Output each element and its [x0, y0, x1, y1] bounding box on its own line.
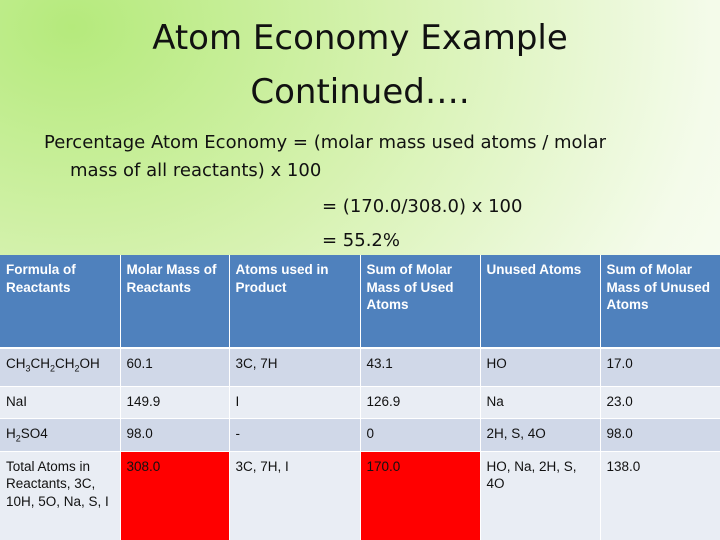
formula-part: OH — [79, 356, 100, 371]
table-cell: 138.0 — [600, 451, 720, 540]
table-cell: NaI — [0, 386, 121, 419]
table-row: CH3CH2CH2OH 60.1 3C, 7H 43.1 HO 17.0 — [0, 348, 720, 387]
table-cell: 149.9 — [120, 386, 230, 419]
column-header: Atoms used in Product — [229, 255, 361, 349]
data-table: Formula of Reactants Molar Mass of Reacta… — [0, 255, 720, 540]
subscript: 2 — [74, 363, 80, 374]
table-cell: 43.1 — [360, 348, 481, 387]
title-line: Continued…. — [250, 72, 470, 112]
body-line: mass of all reactants) x 100 — [70, 160, 322, 181]
table-cell: H2SO4 — [0, 418, 121, 452]
table-cell: 23.0 — [600, 386, 720, 419]
subscript: 2 — [50, 363, 56, 374]
formula-part: CH — [30, 356, 51, 371]
table-cell: I — [229, 386, 361, 419]
column-header: Unused Atoms — [480, 255, 601, 349]
table-cell: 2H, S, 4O — [480, 418, 601, 452]
title-line: Atom Economy Example — [152, 18, 568, 58]
subscript: 2 — [15, 433, 21, 444]
table-cell: HO — [480, 348, 601, 387]
table-row: NaI 149.9 I 126.9 Na 23.0 — [0, 386, 720, 419]
table-cell: HO, Na, 2H, S, 4O — [480, 451, 601, 540]
column-header: Sum of Molar Mass of Unused Atoms — [600, 255, 720, 349]
table-cell: 3C, 7H — [229, 348, 361, 387]
table-cell: 60.1 — [120, 348, 230, 387]
subscript: 3 — [25, 363, 31, 374]
table-cell: 98.0 — [120, 418, 230, 452]
table-header: Formula of Reactants Molar Mass of Reacta… — [0, 255, 720, 349]
formula-part: CH — [55, 356, 75, 371]
table-cell: 170.0 — [360, 451, 481, 540]
table-row: H2SO4 98.0-0 2H, S, 4O 98.0 — [0, 418, 720, 452]
table-cell: CH3CH2CH2OH — [0, 348, 121, 387]
body-line: = (170.0/308.0) x 100 — [322, 196, 523, 217]
body-line: Percentage Atom Economy = (molar mass us… — [44, 132, 606, 153]
formula-part: H — [6, 425, 16, 441]
table-cell: 17.0 — [600, 348, 720, 387]
table-cell: Total Atoms in Reactants, 3C, 10H, 5O, N… — [0, 451, 121, 540]
column-header: Molar Mass of Reactants — [120, 255, 230, 349]
table-body: CH3CH2CH2OH 60.1 3C, 7H 43.1 HO 17.0 NaI 149.9 I… — [0, 348, 720, 540]
table-cell: 0 — [360, 418, 481, 452]
table-cell: 308.0 — [120, 451, 230, 540]
formula-part: SO4 — [20, 425, 48, 441]
column-header: Sum of Molar Mass of Used Atoms — [360, 255, 481, 349]
table-cell: 126.9 — [360, 386, 481, 419]
column-header: Formula of Reactants — [0, 255, 121, 349]
table-cell: 98.0 — [600, 418, 720, 452]
table-cell: - — [229, 418, 361, 452]
table-row: Total Atoms in Reactants, 3C, 10H, 5O, N… — [0, 451, 720, 540]
body-line: = 55.2% — [322, 230, 400, 251]
formula-part: CH — [6, 356, 26, 371]
table-cell: 3C, 7H, I — [229, 451, 361, 540]
table-cell: Na — [480, 386, 601, 419]
header-row: Formula of Reactants Molar Mass of Reacta… — [0, 255, 720, 349]
